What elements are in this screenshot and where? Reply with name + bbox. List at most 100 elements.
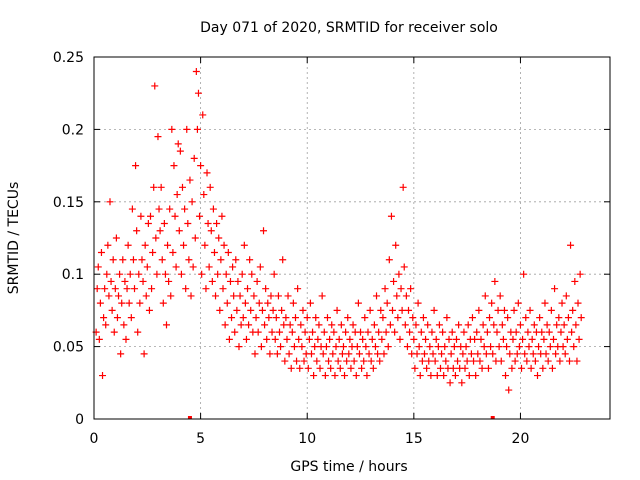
data-point xyxy=(344,314,352,322)
data-point xyxy=(452,335,460,343)
data-point xyxy=(178,183,186,191)
data-point xyxy=(515,343,523,351)
data-point xyxy=(155,205,163,213)
data-point xyxy=(505,386,513,394)
data-point xyxy=(520,270,528,278)
data-point xyxy=(252,314,260,322)
data-point xyxy=(253,277,261,285)
data-point xyxy=(142,292,150,300)
data-point xyxy=(561,350,569,358)
data-point xyxy=(246,256,254,264)
data-point xyxy=(306,299,314,307)
data-point xyxy=(329,350,337,358)
data-point xyxy=(231,328,239,336)
data-point xyxy=(383,299,391,307)
data-point xyxy=(219,285,227,293)
data-point xyxy=(424,321,432,329)
data-point xyxy=(487,343,495,351)
data-point xyxy=(519,335,527,343)
data-point xyxy=(183,125,191,133)
data-point xyxy=(560,321,568,329)
data-point xyxy=(354,299,362,307)
data-point xyxy=(254,328,262,336)
data-point xyxy=(375,328,383,336)
data-point xyxy=(361,314,369,322)
data-point xyxy=(135,270,143,278)
data-point xyxy=(285,350,293,358)
data-point xyxy=(415,343,423,351)
data-point xyxy=(450,343,458,351)
data-point xyxy=(232,256,240,264)
data-point xyxy=(125,299,133,307)
data-point xyxy=(151,82,159,90)
data-point xyxy=(116,270,124,278)
data-point xyxy=(547,306,555,314)
data-point xyxy=(257,343,265,351)
data-point xyxy=(483,328,491,336)
data-point xyxy=(104,241,112,249)
data-point xyxy=(465,372,473,380)
data-point xyxy=(446,379,454,387)
y-tick-label: 0.05 xyxy=(53,340,84,356)
data-point xyxy=(458,379,466,387)
data-point xyxy=(335,335,343,343)
data-point xyxy=(159,299,167,307)
data-point xyxy=(186,176,194,184)
data-point xyxy=(147,212,155,220)
data-point xyxy=(177,270,185,278)
data-point xyxy=(97,248,105,256)
data-point xyxy=(225,335,233,343)
data-point xyxy=(468,314,476,322)
data-point xyxy=(141,241,149,249)
data-point xyxy=(541,299,549,307)
data-point xyxy=(313,357,321,365)
data-point xyxy=(416,372,424,380)
data-point xyxy=(559,343,567,351)
data-point xyxy=(117,350,125,358)
data-point xyxy=(269,306,277,314)
data-point xyxy=(282,314,290,322)
data-point xyxy=(100,314,108,322)
data-point xyxy=(287,364,295,372)
baseline-marker xyxy=(490,416,495,419)
data-point xyxy=(534,372,542,380)
data-point xyxy=(303,314,311,322)
data-point xyxy=(181,205,189,213)
data-point xyxy=(240,241,248,249)
x-tick-label: 5 xyxy=(196,431,205,447)
data-point xyxy=(557,328,565,336)
data-point xyxy=(193,125,201,133)
plot-frame xyxy=(93,56,611,420)
data-point xyxy=(316,364,324,372)
data-point xyxy=(318,292,326,300)
data-point xyxy=(274,292,282,300)
data-point xyxy=(268,328,276,336)
data-point xyxy=(331,372,339,380)
data-point xyxy=(384,343,392,351)
data-point xyxy=(119,256,127,264)
data-point xyxy=(229,263,237,271)
data-point xyxy=(216,306,224,314)
data-point xyxy=(365,350,373,358)
data-point xyxy=(565,357,573,365)
data-point xyxy=(495,343,503,351)
data-point xyxy=(433,372,441,380)
data-point xyxy=(323,314,331,322)
data-point xyxy=(158,256,166,264)
data-point xyxy=(514,299,522,307)
data-point xyxy=(237,321,245,329)
data-point xyxy=(165,277,173,285)
data-point xyxy=(262,285,270,293)
data-point xyxy=(204,220,212,228)
data-point xyxy=(574,299,582,307)
data-point xyxy=(506,350,514,358)
data-point xyxy=(454,357,462,365)
data-point xyxy=(571,277,579,285)
data-point xyxy=(441,343,449,351)
data-point xyxy=(188,198,196,206)
data-point xyxy=(215,234,223,242)
y-tick-label: 0.15 xyxy=(53,195,84,211)
data-point xyxy=(382,328,390,336)
data-point xyxy=(279,256,287,264)
data-point xyxy=(267,292,275,300)
